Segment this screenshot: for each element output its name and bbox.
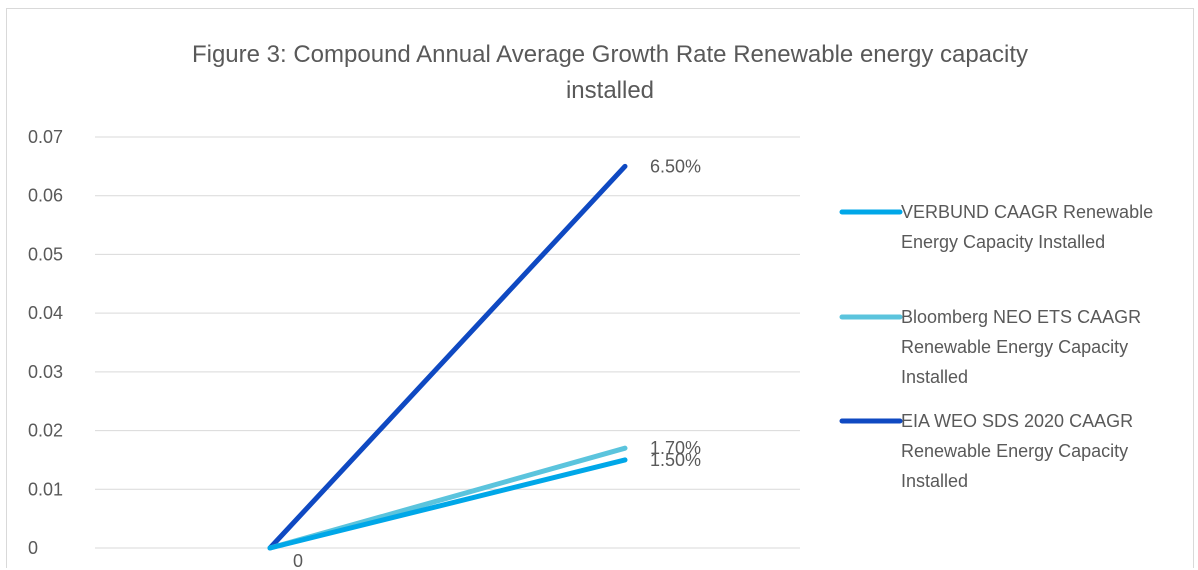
series-lines [267,163,628,551]
y-tick-label: 0.06 [28,186,63,206]
origin-data-label: 0 [293,551,303,570]
legend-label-series-1: Energy Capacity Installed [901,232,1105,252]
y-tick-label: 0.04 [28,303,63,323]
legend-label-series-3: Installed [901,471,968,491]
chart-title: Figure 3: Compound Annual Average Growth… [192,41,1028,104]
data-labels: 0 1.50%1.70% 6.50% [293,156,701,570]
gridlines [95,136,800,549]
end-data-label-series-1: 1.50% [650,450,701,470]
y-tick-label: 0 [28,538,38,558]
legend-label-series-3: Renewable Energy Capacity [901,441,1128,461]
y-tick-label: 0.03 [28,362,63,382]
legend-label-series-2: Bloomberg NEO ETS CAAGR [901,307,1141,327]
y-tick-label: 0.01 [28,479,63,499]
legend-label-series-2: Installed [901,367,968,387]
y-tick-label: 0.05 [28,244,63,264]
end-data-label-series-3: 6.50% [650,156,701,176]
legend: VERBUND CAAGR Renewable Energy Capacity I… [839,202,1153,491]
legend-label-series-3: EIA WEO SDS 2020 CAAGR [901,411,1133,431]
legend-label-series-2: Renewable Energy Capacity [901,337,1128,357]
chart-title-line-1: Figure 3: Compound Annual Average Growth… [192,41,1028,68]
end-data-label-series-2: 1.70% [650,438,701,458]
y-axis-ticks: 0 0.01 0.02 0.03 0.04 0.05 0.06 0.07 [28,127,63,558]
series-line-1 [267,457,628,551]
series-line-3 [267,163,628,551]
legend-label-series-1: VERBUND CAAGR Renewable [901,202,1153,222]
y-tick-label: 0.07 [28,127,63,147]
y-tick-label: 0.02 [28,421,63,441]
chart-frame [6,8,1194,568]
chart-title-line-2: installed [566,77,654,104]
